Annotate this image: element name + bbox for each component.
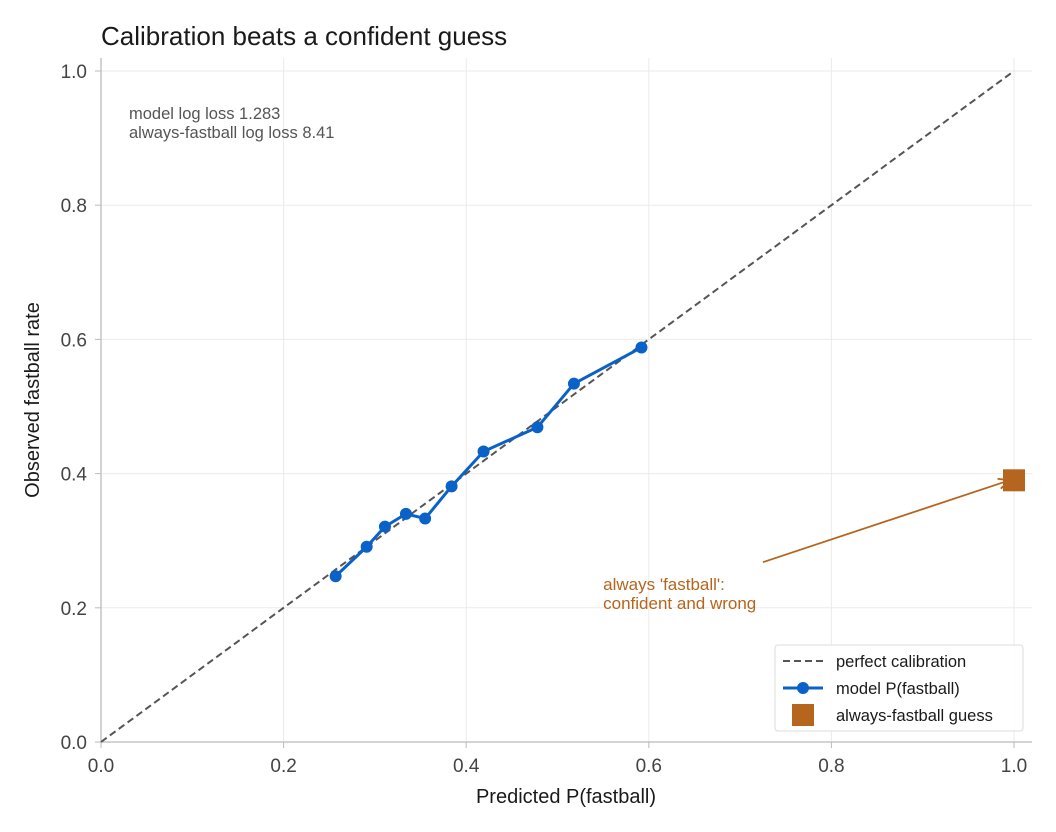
legend-box [774,644,1024,732]
stats-line-always: always-fastball log loss 8.41 [129,124,334,142]
x-tick-label: 0.0 [88,756,114,777]
y-tick-label: 0.4 [61,465,88,486]
annotation-line: confident and wrong [603,594,756,613]
axes [100,58,1032,743]
legend-label: model P(fastball) [836,680,960,698]
y-tick-label: 0.6 [61,330,87,351]
model-point [531,421,544,434]
annotation-arrowhead [997,477,1012,490]
stats-line-model: model log loss 1.283 [129,105,280,123]
legend-swatch-square [792,704,814,726]
stats-text: model log loss 1.283 always-fastball log… [129,105,334,142]
legend-label: always-fastball guess [836,707,993,725]
model-point [567,377,580,390]
x-tick-label: 0.2 [270,756,296,777]
y-tick-label: 1.0 [61,62,87,83]
annotation: always 'fastball':confident and wrong [603,477,1012,613]
y-ticks: 0.0 0.2 0.4 0.6 0.8 1.0 [61,62,101,754]
legend-label: perfect calibration [836,653,966,671]
x-ticks: 0.0 0.2 0.4 0.6 0.8 1.0 [88,742,1027,777]
model-point [360,540,373,553]
model-point [329,570,342,583]
x-tick-label: 1.0 [1001,756,1027,777]
model-point [477,445,490,458]
always-fastball-point [1003,469,1025,492]
series-layer [100,70,1025,743]
legend: perfect calibration model P(fastball) alwa… [774,644,1024,732]
model-series-line [334,346,643,578]
model-point [445,480,458,493]
y-tick-label: 0.2 [61,599,87,620]
model-point [419,512,432,525]
annotation-arrow [762,479,1010,564]
model-point [399,507,412,520]
model-point [635,341,648,354]
y-tick-label: 0.8 [61,196,87,217]
x-tick-label: 0.4 [453,756,480,777]
y-tick-label: 0.0 [61,733,87,754]
y-axis-label: Observed fastball rate [22,302,44,498]
chart-title: Calibration beats a confident guess [101,21,507,51]
perfect-calibration-line [100,70,1015,743]
x-tick-label: 0.6 [636,756,662,777]
x-tick-label: 0.8 [818,756,844,777]
x-axis-label: Predicted P(fastball) [476,786,656,808]
legend-swatch-marker [797,682,809,694]
model-point [378,520,391,533]
annotation-line: always 'fastball': [603,575,725,594]
